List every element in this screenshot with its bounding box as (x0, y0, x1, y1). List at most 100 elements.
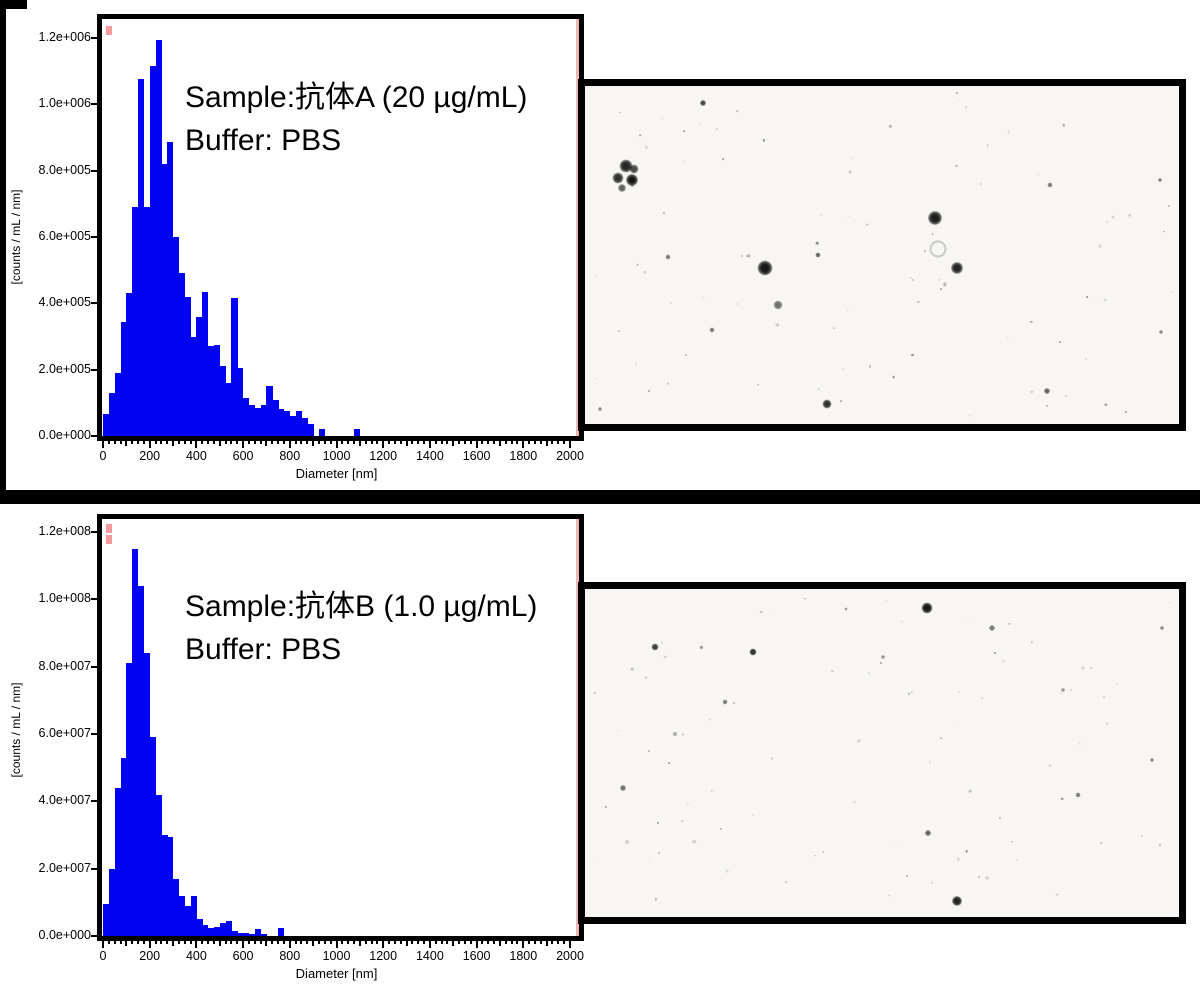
speckle (847, 215, 849, 218)
histogram-bar (202, 924, 209, 936)
histogram-bar (248, 404, 256, 436)
x-tick (382, 441, 385, 448)
speckle (868, 672, 871, 675)
y-tick (91, 867, 97, 870)
speckle (986, 144, 989, 146)
particle-spot (1044, 388, 1051, 395)
speckle (967, 621, 969, 623)
x-tick (177, 941, 180, 944)
speckle (658, 852, 661, 855)
x-tick (236, 441, 239, 444)
x-tick-label: 600 (232, 449, 254, 463)
histogram-bar (138, 79, 145, 436)
speckle (700, 646, 703, 649)
histogram-bar (225, 382, 232, 436)
particle-spot (1047, 182, 1053, 188)
x-tick (382, 941, 385, 948)
speckle (631, 184, 634, 187)
x-tick (253, 441, 256, 444)
histogram-bar (283, 411, 291, 436)
x-tick (259, 441, 262, 444)
speckle (760, 610, 763, 614)
speckle (940, 736, 943, 739)
x-tick-label: 1600 (462, 449, 491, 463)
plot-highlight-edge (576, 519, 579, 936)
speckle (1111, 215, 1115, 219)
histogram-bar (161, 164, 168, 436)
x-tick (142, 941, 145, 944)
particle-spot (625, 173, 638, 186)
x-tick (516, 441, 519, 444)
speckle (722, 158, 724, 160)
x-tick (218, 441, 221, 446)
y-tick (91, 37, 97, 39)
y-tick (91, 435, 97, 437)
speckle (908, 693, 911, 696)
speckle (1081, 666, 1085, 670)
particle-spot (1061, 688, 1066, 693)
particle-spot (1075, 792, 1081, 798)
histogram-bar (219, 923, 226, 936)
x-tick (242, 941, 245, 948)
speckle (648, 390, 651, 393)
speckle (1079, 743, 1081, 745)
x-tick (107, 441, 110, 444)
particle-spot (924, 830, 931, 837)
x-tick (329, 941, 332, 944)
x-tick (341, 441, 344, 444)
x-tick (533, 941, 536, 944)
speckle (840, 399, 843, 402)
x-tick-label: 800 (279, 949, 301, 963)
y-tick-label: 4.0e+007 (38, 793, 91, 808)
speckle (595, 377, 597, 380)
speckle (764, 271, 767, 274)
speckle (906, 874, 909, 877)
x-tick (312, 441, 315, 446)
x-tick (487, 941, 490, 944)
speckle (965, 849, 969, 853)
speckle (956, 724, 958, 726)
particle-spot (1159, 330, 1164, 335)
speckle (943, 282, 947, 286)
speckle (634, 364, 637, 367)
particle-spot (700, 99, 707, 106)
histogram-bar (149, 66, 156, 436)
histogram-bar (132, 548, 139, 936)
x-tick (236, 941, 239, 944)
x-tick (376, 941, 379, 944)
x-tick (230, 441, 233, 444)
x-tick (557, 941, 560, 944)
speckle (1103, 298, 1107, 302)
histogram-bar (225, 920, 232, 936)
y-tick-label: 6.0e+007 (38, 726, 91, 740)
x-tick (317, 441, 320, 444)
speckle (1170, 290, 1173, 293)
x-tick (131, 941, 134, 944)
histogram-bar (114, 787, 121, 936)
x-tick (154, 941, 157, 944)
particle-spot (950, 261, 963, 274)
x-tick (306, 441, 309, 444)
x-tick (446, 941, 449, 944)
histogram-bar (132, 207, 139, 436)
x-tick (201, 441, 204, 444)
x-tick (528, 941, 531, 944)
micrograph-image (585, 589, 1179, 917)
speckle (1116, 682, 1119, 685)
speckle (937, 220, 939, 222)
particle-spot (612, 172, 624, 184)
histogram-bar (254, 929, 261, 936)
speckle (998, 816, 1001, 819)
screenshot-border-corner (0, 0, 27, 9)
histogram-bar (184, 905, 191, 936)
x-tick (423, 941, 426, 944)
x-tick (399, 941, 402, 944)
speckle (832, 327, 835, 330)
histogram-bar (278, 409, 285, 436)
histogram-bar (231, 930, 238, 936)
x-tick (335, 441, 338, 448)
x-tick (493, 941, 496, 944)
speckle (1124, 410, 1127, 413)
x-tick-label: 1600 (462, 949, 491, 963)
